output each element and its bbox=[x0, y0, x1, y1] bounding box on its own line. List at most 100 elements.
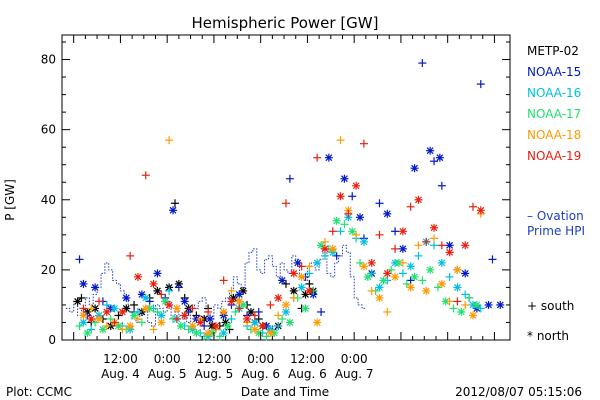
data-point bbox=[328, 227, 337, 236]
legend-entry: NOAA-18 bbox=[527, 128, 581, 142]
data-point bbox=[430, 157, 439, 166]
data-point bbox=[149, 325, 158, 334]
data-point bbox=[391, 227, 400, 236]
data-point bbox=[426, 146, 435, 155]
data-point bbox=[215, 332, 224, 341]
data-point bbox=[414, 241, 423, 250]
data-point bbox=[488, 255, 497, 264]
data-point bbox=[172, 304, 181, 313]
data-point bbox=[114, 321, 123, 330]
data-point bbox=[246, 307, 255, 316]
data-point bbox=[379, 276, 388, 285]
data-point bbox=[391, 272, 400, 281]
y-tick-label: 60 bbox=[41, 123, 56, 137]
data-point bbox=[476, 206, 485, 215]
data-point bbox=[282, 307, 290, 316]
data-point bbox=[445, 297, 454, 306]
data-point bbox=[406, 283, 415, 292]
data-point bbox=[289, 269, 298, 278]
data-point bbox=[176, 321, 185, 330]
data-point bbox=[184, 307, 193, 316]
marker-legend-south: + south bbox=[527, 299, 574, 313]
data-point bbox=[231, 307, 240, 316]
x-tick-time-label: 0:00 bbox=[341, 352, 368, 366]
data-point bbox=[398, 244, 407, 253]
data-point bbox=[262, 332, 271, 341]
data-point bbox=[180, 311, 189, 320]
data-point bbox=[87, 304, 96, 313]
data-point bbox=[102, 300, 111, 309]
data-point bbox=[402, 279, 411, 288]
data-point bbox=[406, 276, 415, 285]
data-point bbox=[383, 269, 392, 278]
series-legend: METP-02 NOAA-15 NOAA-16 NOAA-17 NOAA-18 NOAA-… bbox=[527, 44, 581, 163]
series-metp-02 bbox=[73, 199, 318, 334]
data-point bbox=[254, 307, 263, 316]
data-point bbox=[274, 311, 283, 320]
data-point bbox=[301, 290, 310, 299]
data-point bbox=[297, 283, 306, 292]
data-point bbox=[352, 230, 361, 239]
data-point bbox=[75, 255, 84, 264]
data-point bbox=[320, 237, 329, 246]
data-point bbox=[285, 318, 294, 327]
data-point bbox=[332, 251, 341, 260]
data-point bbox=[398, 227, 407, 236]
data-point bbox=[102, 307, 111, 316]
data-point bbox=[133, 314, 142, 323]
data-point bbox=[91, 318, 100, 327]
data-point bbox=[433, 283, 442, 292]
x-tick-date-label: Aug. 5 bbox=[148, 367, 187, 381]
x-tick-time-label: 12:00 bbox=[103, 352, 138, 366]
data-point bbox=[235, 290, 244, 299]
data-point bbox=[165, 300, 174, 309]
data-point bbox=[426, 265, 435, 274]
data-point bbox=[422, 286, 431, 295]
series-noaa-15 bbox=[75, 59, 505, 334]
data-point bbox=[457, 307, 466, 316]
data-point bbox=[461, 269, 470, 278]
data-point bbox=[414, 195, 423, 204]
data-point bbox=[305, 286, 314, 295]
legend-entry: NOAA-19 bbox=[527, 149, 581, 163]
data-point bbox=[289, 293, 298, 302]
data-point bbox=[398, 269, 407, 278]
data-point bbox=[398, 258, 407, 267]
data-point bbox=[297, 272, 306, 281]
data-point bbox=[200, 332, 209, 341]
data-point bbox=[114, 311, 123, 320]
data-point bbox=[468, 311, 477, 320]
data-point bbox=[320, 244, 329, 253]
data-point bbox=[184, 325, 193, 334]
data-point bbox=[165, 136, 174, 145]
data-point bbox=[227, 286, 236, 295]
series-noaa-19 bbox=[79, 139, 485, 330]
data-point bbox=[352, 181, 361, 190]
marker-legend-north: * north bbox=[527, 329, 569, 343]
data-point bbox=[468, 202, 477, 211]
data-point bbox=[196, 318, 205, 327]
data-point bbox=[375, 293, 384, 302]
data-point bbox=[344, 209, 353, 218]
data-point bbox=[274, 293, 283, 302]
data-point bbox=[211, 321, 220, 330]
data-point bbox=[453, 283, 462, 292]
data-point bbox=[293, 258, 302, 267]
data-point bbox=[79, 279, 88, 288]
x-tick-date-label: Aug. 6 bbox=[288, 367, 327, 381]
data-point bbox=[301, 304, 310, 313]
data-point bbox=[449, 304, 458, 313]
data-point bbox=[422, 237, 431, 246]
series-noaa-18 bbox=[79, 136, 485, 337]
data-point bbox=[305, 262, 314, 271]
data-point bbox=[437, 279, 446, 288]
data-point bbox=[430, 241, 439, 250]
data-point bbox=[204, 307, 213, 316]
data-point bbox=[472, 300, 481, 309]
data-point bbox=[141, 171, 150, 180]
data-point bbox=[83, 328, 92, 337]
data-point bbox=[313, 153, 322, 162]
data-point bbox=[496, 300, 505, 309]
